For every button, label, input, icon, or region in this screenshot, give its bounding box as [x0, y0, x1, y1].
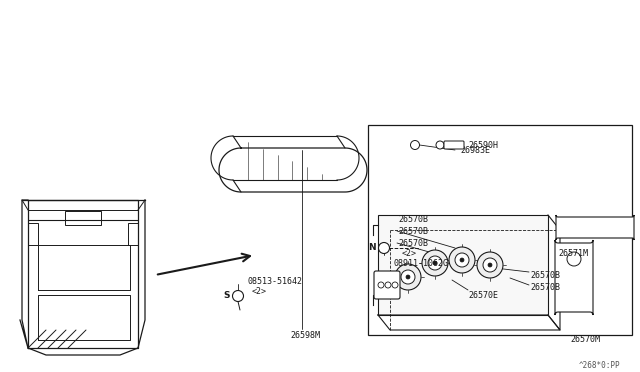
- Circle shape: [477, 252, 503, 278]
- Text: 26570B: 26570B: [398, 238, 428, 247]
- Circle shape: [401, 270, 415, 284]
- FancyBboxPatch shape: [444, 141, 464, 149]
- Circle shape: [410, 141, 419, 150]
- Bar: [65, 211, 101, 225]
- Text: N: N: [369, 244, 376, 253]
- Circle shape: [406, 275, 410, 279]
- Circle shape: [483, 258, 497, 272]
- Circle shape: [395, 264, 421, 290]
- Text: 26590H: 26590H: [468, 141, 498, 150]
- Text: 26571M: 26571M: [558, 248, 588, 257]
- Bar: [128, 223, 138, 245]
- Bar: [368, 125, 632, 335]
- FancyBboxPatch shape: [374, 271, 400, 299]
- Circle shape: [392, 282, 398, 288]
- Text: 26570E: 26570E: [468, 292, 498, 301]
- Circle shape: [378, 243, 390, 253]
- FancyBboxPatch shape: [556, 215, 634, 240]
- Circle shape: [378, 282, 384, 288]
- Circle shape: [433, 261, 437, 265]
- Bar: [378, 215, 548, 315]
- Circle shape: [460, 258, 464, 262]
- Text: <2>: <2>: [252, 286, 267, 295]
- Text: 08513-51642: 08513-51642: [248, 278, 303, 286]
- Circle shape: [455, 253, 469, 267]
- Text: 26570B: 26570B: [398, 215, 428, 224]
- Text: 26570B: 26570B: [530, 270, 560, 279]
- Text: 26570B: 26570B: [398, 227, 428, 235]
- Text: 26570M: 26570M: [570, 336, 600, 344]
- Circle shape: [449, 247, 475, 273]
- Circle shape: [436, 141, 444, 149]
- Circle shape: [567, 252, 581, 266]
- Bar: [28, 223, 38, 245]
- FancyBboxPatch shape: [555, 240, 593, 315]
- Text: 26983E: 26983E: [460, 145, 490, 154]
- Text: 26570B: 26570B: [530, 283, 560, 292]
- Text: <2>: <2>: [402, 248, 417, 257]
- Circle shape: [232, 291, 243, 301]
- Text: ^268*0:PP: ^268*0:PP: [579, 360, 620, 369]
- Text: S: S: [223, 292, 230, 301]
- Circle shape: [488, 263, 492, 267]
- Circle shape: [428, 256, 442, 270]
- Text: 08911-1062G: 08911-1062G: [394, 259, 449, 267]
- Text: 26598M: 26598M: [290, 331, 320, 340]
- Circle shape: [422, 250, 448, 276]
- Circle shape: [385, 282, 391, 288]
